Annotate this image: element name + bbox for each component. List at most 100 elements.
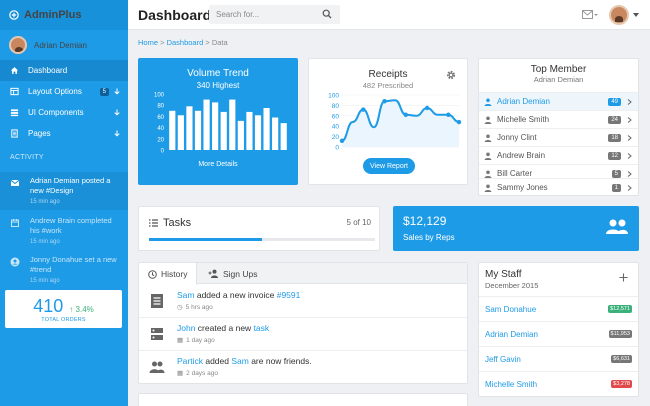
person-icon [484,116,492,124]
chevron-right-icon [627,185,632,191]
history-row[interactable]: Sam added a new invoice #9591 ◷ 5 hrs ago [139,285,467,318]
member-row[interactable]: Sammy Jones 1 [479,178,638,196]
staff-row[interactable]: Michelle Smith $3,278 [479,371,638,396]
clock-icon: ◷ [177,303,183,311]
activity-item[interactable]: Jonny Donahue set a new #trend 15 min ag… [0,251,128,289]
member-count-badge: 49 [608,98,621,106]
chevron-right-icon [627,135,632,141]
activity-item[interactable]: Adrian Demian posted a new #Design 15 mi… [0,172,128,210]
sidebar-user[interactable]: Adrian Demian [0,30,128,60]
data-point [382,99,386,103]
staff-name: Sam Donahue [485,305,536,314]
breadcrumb-dashboard[interactable]: Dashboard [167,38,204,47]
arrow-down-icon [114,88,120,95]
bar [169,111,175,150]
tab-history[interactable]: History [139,263,197,285]
activity-text: Andrew Brain completed his #work [30,216,120,236]
y-tick-label: 100 [154,93,165,99]
history-row[interactable]: Partick added Sam are now friends. ▦ 2 da… [139,351,467,384]
y-tick-label: 80 [332,103,340,110]
staff-row[interactable]: Sam Donahue $12,571 [479,296,638,321]
caret-down-icon[interactable] [633,13,639,17]
bar [221,112,227,150]
invoice-icon [149,293,165,309]
member-count-badge: 12 [608,152,621,160]
member-row[interactable]: Andrew Brain 12 [479,146,638,164]
activity-item[interactable]: Andrew Brain completed his #work 15 min … [0,212,128,250]
arrow-up-icon: ↑ [69,305,73,314]
chevron-right-icon [627,171,632,177]
orders-change: 3.4% [76,305,94,314]
staff-name: Jeff Gavin [485,355,521,364]
data-point [425,106,429,110]
staff-row[interactable]: Adrian Demian $11,953 [479,321,638,346]
tasks-card: Tasks 5 of 10 [138,206,380,251]
member-name: Adrian Demian [497,97,550,106]
plus-icon[interactable] [619,273,628,282]
home-icon [10,66,19,75]
person-icon [484,170,492,178]
history-row[interactable]: John created a new task ▦ 1 day ago [139,318,467,351]
y-tick-label: 60 [157,115,164,121]
layout-icon [10,87,19,96]
data-point [361,107,365,111]
breadcrumb-home[interactable]: Home [138,38,158,47]
search-input[interactable] [209,5,340,24]
top-member-card: Top Member Adrian Demian Adrian Demian 4… [478,58,639,196]
data-point [340,139,344,143]
more-details-link[interactable]: More Details [138,161,298,168]
history-actor[interactable]: Sam [177,290,194,300]
volume-subtitle: 340 Highest [138,81,298,90]
receipts-subtitle: 482 Prescribed [309,81,467,90]
total-orders-card: 410 ↑ 3.4% TOTAL ORDERS [5,290,122,328]
member-count-badge: 24 [608,116,621,124]
activity-text: Adrian Demian posted a new #Design [30,176,120,196]
activity-time: 15 min ago [30,276,120,286]
tab-sign-ups[interactable]: Sign Ups [199,263,267,284]
search-icon[interactable] [322,9,332,19]
gear-icon[interactable] [446,70,456,80]
mail-icon[interactable] [582,10,598,20]
calendar-icon [10,218,20,228]
breadcrumb: Home > Dashboard > Data [138,38,228,47]
breadcrumb-current: Data [212,38,228,47]
y-tick-label: 40 [332,124,340,131]
member-row[interactable]: Jonny Clint 18 [479,128,638,146]
top-member-subtitle: Adrian Demian [479,75,638,84]
tasks-progress-bar [149,238,375,241]
history-actor[interactable]: Partick [177,356,203,366]
member-row[interactable]: Adrian Demian 49 [479,92,638,110]
member-row[interactable]: Michelle Smith 24 [479,110,638,128]
avatar[interactable] [609,5,629,25]
group-icon [605,218,629,236]
sidebar-item-layout-options[interactable]: Layout Options 5 [0,81,128,102]
sidebar-item-label: Dashboard [28,66,67,75]
history-link[interactable]: Sam [231,356,248,366]
tasks-progress-fill [149,238,262,241]
view-report-button[interactable]: View Report [363,158,415,174]
history-actor[interactable]: John [177,323,195,333]
staff-name: Michelle Smith [485,380,537,389]
person-icon [484,152,492,160]
brand[interactable]: AdminPlus [0,0,128,30]
chevron-right-icon [627,153,632,159]
mail-icon [10,178,20,188]
tasks-title: Tasks [163,217,191,229]
history-link[interactable]: #9591 [277,290,301,300]
sidebar-item-pages[interactable]: Pages [0,123,128,144]
tab-label: Sign Ups [223,269,258,279]
sidebar-item-dashboard[interactable]: Dashboard [0,60,128,81]
add-user-icon [208,269,219,278]
sales-label: Sales by Reps [403,233,455,242]
history-link[interactable]: task [254,323,270,333]
sidebar-item-ui-components[interactable]: UI Components [0,102,128,123]
orders-label: TOTAL ORDERS [5,317,122,323]
bar [238,121,244,150]
member-name: Jonny Clint [497,133,537,142]
pages-icon [10,129,19,138]
sidebar-item-label: Pages [28,129,51,138]
bar [272,118,278,150]
staff-row[interactable]: Jeff Gavin $6,631 [479,346,638,371]
person-icon [10,257,20,267]
clock-icon [148,270,157,279]
